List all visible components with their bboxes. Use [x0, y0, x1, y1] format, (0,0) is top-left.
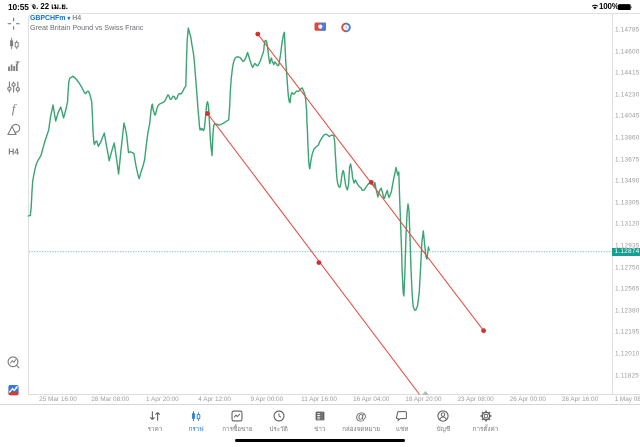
- svg-text:f: f: [12, 101, 18, 116]
- svg-text:@: @: [356, 410, 367, 422]
- svg-text:H4: H4: [8, 147, 19, 157]
